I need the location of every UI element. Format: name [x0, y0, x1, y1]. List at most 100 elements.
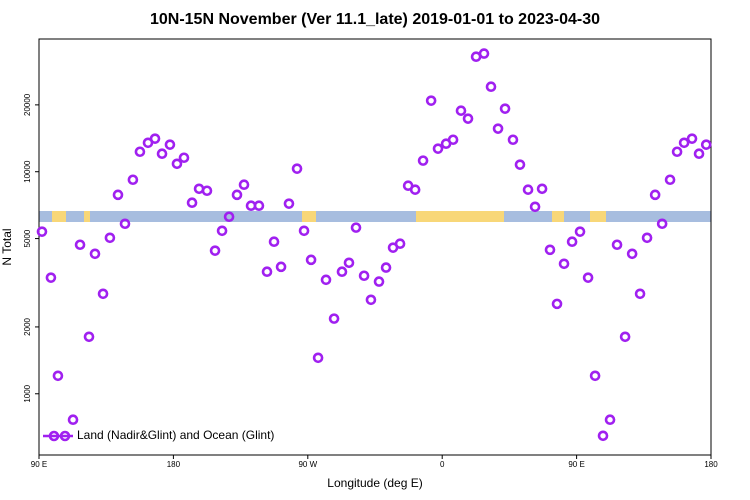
data-point [320, 274, 332, 286]
data-point [89, 248, 101, 260]
data-point [52, 370, 64, 382]
plot-frame [38, 38, 712, 456]
data-point [514, 159, 526, 170]
data-point [67, 414, 79, 426]
x-tick-label: 180 [704, 460, 718, 469]
data-point [582, 272, 594, 283]
data-point [134, 146, 146, 158]
data-point [83, 331, 95, 343]
data-point [336, 266, 348, 278]
data-point [238, 179, 250, 191]
data-point [283, 198, 295, 209]
land-strip [52, 211, 66, 222]
data-point [507, 134, 519, 146]
land-ocean-strip [39, 211, 711, 222]
land-strip [416, 211, 504, 222]
data-point [380, 262, 392, 273]
data-point [447, 134, 459, 146]
ocean-strip [39, 211, 711, 222]
legend-marker [48, 430, 60, 442]
data-point [178, 152, 190, 164]
data-point [529, 201, 541, 213]
data-point [216, 225, 228, 237]
data-point [253, 200, 265, 212]
data-point [305, 254, 317, 266]
data-point [112, 189, 124, 201]
y-tick-label: 5000 [23, 229, 32, 247]
y-tick-label: 2000 [23, 317, 32, 335]
y-tick-label: 20000 [23, 93, 32, 116]
data-point [275, 261, 287, 273]
data-point [36, 226, 48, 237]
data-point [119, 218, 131, 230]
data-point [455, 105, 467, 116]
data-point [604, 414, 616, 426]
data-point [127, 174, 139, 186]
data-point [417, 155, 429, 166]
data-point [492, 123, 504, 134]
data-point [149, 133, 161, 144]
data-point [74, 239, 86, 251]
land-strip [552, 211, 564, 222]
data-point [104, 232, 116, 244]
data-point [223, 211, 235, 223]
data-point [649, 189, 661, 201]
data-point [298, 225, 310, 237]
land-strip [84, 211, 90, 222]
data-point [597, 430, 609, 442]
data-point [656, 218, 668, 230]
legend-marker [59, 430, 71, 442]
data-point [350, 222, 362, 233]
data-point [343, 257, 355, 269]
y-tick-label: 1000 [23, 384, 32, 402]
data-point [164, 139, 176, 150]
data-point [558, 258, 570, 270]
data-point [686, 133, 698, 144]
data-point [478, 48, 490, 59]
data-point [409, 184, 421, 195]
land-strip [590, 211, 606, 222]
data-point [634, 288, 646, 300]
data-point [619, 331, 631, 343]
data-point [432, 143, 444, 154]
data-point [312, 352, 324, 364]
data-point [365, 294, 377, 306]
data-point [522, 184, 534, 195]
data-point [693, 148, 705, 160]
data-point [536, 183, 548, 195]
chart-title: 10N-15N November (Ver 11.1_late) 2019-01… [150, 11, 600, 28]
data-point [201, 185, 213, 197]
data-point [209, 245, 221, 256]
x-tick-label: 90 W [298, 460, 317, 469]
data-point [425, 95, 437, 106]
data-point [671, 146, 683, 158]
data-point [261, 266, 273, 278]
x-axis-label: Longitude (deg E) [327, 476, 422, 490]
data-point [551, 298, 563, 310]
data-point [589, 370, 601, 382]
land-strip [302, 211, 316, 222]
data-point [678, 137, 690, 149]
data-point [664, 174, 676, 186]
data-point [97, 288, 109, 300]
data-point [626, 248, 638, 260]
data-point [544, 244, 556, 256]
data-point [462, 113, 474, 124]
data-point [611, 239, 623, 251]
data-point [156, 148, 168, 160]
data-point [45, 272, 57, 283]
data-point [394, 238, 406, 250]
data-point [231, 189, 243, 201]
x-tick-label: 90 E [31, 460, 47, 469]
data-point [268, 236, 280, 248]
data-point [499, 103, 511, 114]
data-point [171, 158, 183, 170]
y-tick-label: 10000 [23, 160, 32, 183]
data-point [700, 139, 712, 150]
x-tick-label: 0 [440, 460, 445, 469]
data-point [574, 226, 586, 237]
data-point [566, 236, 578, 248]
x-tick-label: 180 [167, 460, 181, 469]
